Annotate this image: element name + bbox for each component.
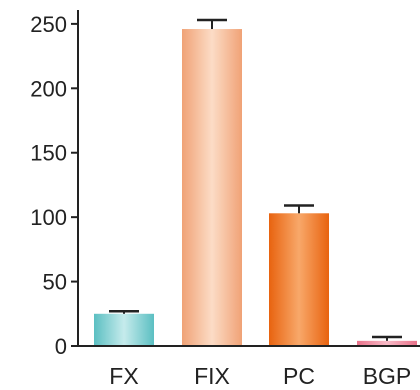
y-tick-label-0: 0 (55, 334, 67, 359)
error-bars-layer (109, 18, 402, 341)
bar-bgp (357, 340, 417, 346)
axis-layer: FX FIX PC BGP 0 50 100 150 200 250 (30, 10, 420, 389)
y-tick-label-50: 50 (43, 270, 67, 295)
y-tick-label-250: 250 (30, 12, 67, 37)
x-tick-label-fix: FIX (194, 363, 230, 389)
y-tick-label-200: 200 (30, 76, 67, 101)
error-bar-bgp (372, 335, 402, 341)
bar-pc (269, 213, 329, 346)
error-bar-pc (284, 204, 314, 214)
x-tick-label-bgp: BGP (363, 363, 412, 389)
bar-fix (182, 29, 242, 347)
bars-layer (94, 29, 417, 347)
bar-fx (94, 313, 154, 346)
error-bar-fx (109, 309, 139, 314)
y-tick-label-100: 100 (30, 205, 67, 230)
y-tick-label-150: 150 (30, 141, 67, 166)
x-tick-label-fx: FX (109, 363, 138, 389)
error-bar-fix (197, 18, 227, 30)
x-tick-label-pc: PC (283, 363, 315, 389)
